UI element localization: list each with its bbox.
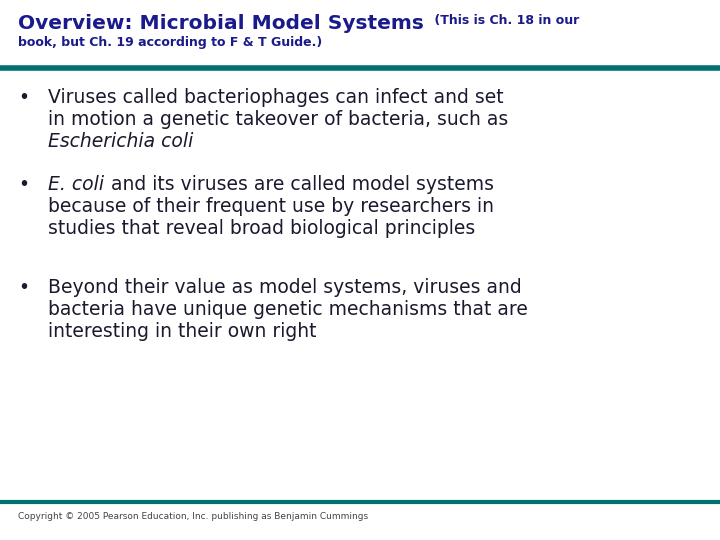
Text: because of their frequent use by researchers in: because of their frequent use by researc… — [48, 197, 494, 216]
Text: •: • — [18, 175, 29, 194]
Text: book, but Ch. 19 according to F & T Guide.): book, but Ch. 19 according to F & T Guid… — [18, 36, 323, 49]
Text: Copyright © 2005 Pearson Education, Inc. publishing as Benjamin Cummings: Copyright © 2005 Pearson Education, Inc.… — [18, 512, 368, 521]
Text: Viruses called bacteriophages can infect and set: Viruses called bacteriophages can infect… — [48, 88, 503, 107]
Text: Overview: Microbial Model Systems: Overview: Microbial Model Systems — [18, 14, 424, 33]
Text: interesting in their own right: interesting in their own right — [48, 322, 317, 341]
Text: •: • — [18, 278, 29, 297]
Text: studies that reveal broad biological principles: studies that reveal broad biological pri… — [48, 219, 475, 238]
Text: Beyond their value as model systems, viruses and: Beyond their value as model systems, vir… — [48, 278, 522, 297]
Text: E. coli: E. coli — [48, 175, 104, 194]
Text: (This is Ch. 18 in our: (This is Ch. 18 in our — [430, 14, 580, 27]
Text: bacteria have unique genetic mechanisms that are: bacteria have unique genetic mechanisms … — [48, 300, 528, 319]
Text: •: • — [18, 88, 29, 107]
Text: and its viruses are called model systems: and its viruses are called model systems — [105, 175, 494, 194]
Text: Escherichia coli: Escherichia coli — [48, 132, 194, 151]
Text: in motion a genetic takeover of bacteria, such as: in motion a genetic takeover of bacteria… — [48, 110, 508, 129]
